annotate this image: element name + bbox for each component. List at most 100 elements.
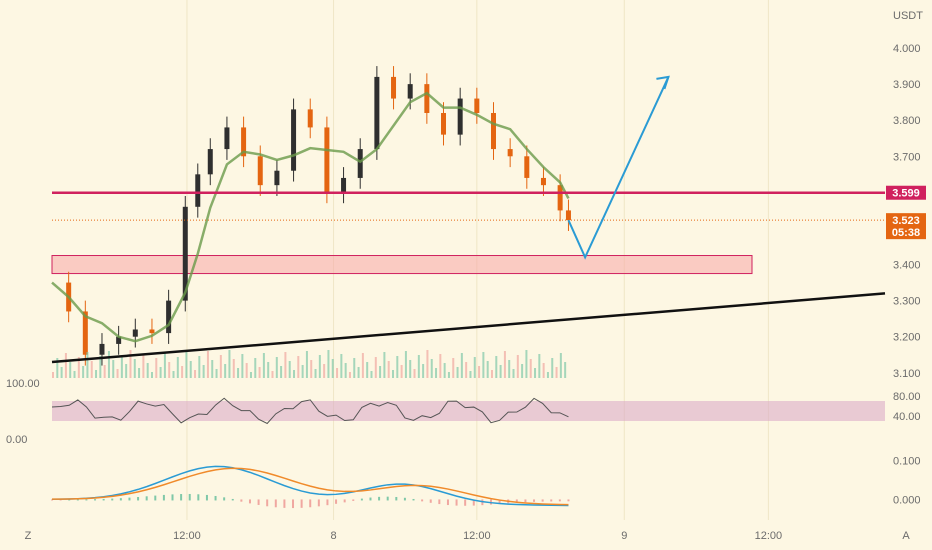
- volume-bar: [275, 357, 278, 378]
- volume-bar: [387, 361, 390, 378]
- time-tick-label: 12:00: [755, 530, 783, 542]
- volume-bar: [538, 354, 541, 378]
- volume-bar: [503, 351, 506, 378]
- volume-bar: [305, 351, 308, 378]
- macd-histogram-bar: [533, 499, 536, 502]
- volume-bar: [310, 360, 313, 378]
- volume-bar: [241, 354, 244, 378]
- volume-bar: [245, 363, 248, 378]
- candle-body: [457, 98, 463, 135]
- volume-bar: [370, 371, 373, 378]
- volume-bar: [142, 354, 145, 378]
- volume-bar: [430, 359, 433, 378]
- macd-histogram-bar: [524, 499, 527, 503]
- volume-bar: [555, 367, 558, 378]
- volume-bar: [69, 362, 72, 378]
- macd-histogram-bar: [266, 499, 269, 507]
- macd-histogram-bar: [102, 498, 105, 501]
- macd-histogram-bar: [558, 499, 561, 502]
- footer-left-icon[interactable]: Z: [25, 530, 32, 542]
- macd-histogram-bar: [309, 499, 312, 508]
- rsi-band: [52, 401, 885, 421]
- volume-bar: [301, 365, 304, 378]
- volume-bar: [206, 351, 209, 378]
- candle-body: [374, 76, 380, 150]
- volume-bar: [159, 367, 162, 378]
- macd-histogram-bar: [567, 499, 570, 502]
- volume-bar: [435, 368, 438, 378]
- volume-bar: [103, 365, 106, 378]
- candle-body: [524, 156, 530, 178]
- footer-right-icon[interactable]: A: [902, 530, 910, 542]
- macd-histogram-bar: [455, 499, 458, 506]
- macd-histogram-bar: [223, 497, 226, 501]
- candle-body: [182, 206, 188, 301]
- volume-bar: [267, 362, 270, 378]
- candle-body: [474, 98, 480, 113]
- price-tick-label: 3.300: [893, 296, 921, 308]
- candle-body: [324, 127, 330, 193]
- volume-bar: [392, 370, 395, 378]
- volume-bar: [176, 357, 179, 378]
- candle-body: [166, 300, 172, 334]
- macd-histogram-bar: [257, 499, 260, 505]
- macd-histogram-bar: [205, 494, 208, 501]
- volume-bar: [219, 355, 222, 378]
- volume-bar: [73, 371, 76, 378]
- volume-bar: [490, 370, 493, 378]
- price-tick-label: 3.800: [893, 115, 921, 127]
- candle-body: [424, 84, 430, 113]
- volume-bar: [379, 366, 382, 378]
- projection-arrow: [567, 76, 670, 260]
- volume-bar: [163, 353, 166, 378]
- candle-body: [132, 329, 138, 337]
- volume-bar: [56, 358, 59, 378]
- volume-bar: [331, 359, 334, 378]
- volume-bar: [499, 365, 502, 378]
- volume-bar: [529, 359, 532, 378]
- macd-histogram-bar: [111, 498, 114, 501]
- volume-bar: [452, 358, 455, 378]
- price-tick-label: 3.700: [893, 151, 921, 163]
- macd-histogram-bar: [498, 499, 501, 504]
- volume-bar: [546, 372, 549, 378]
- candle-body: [99, 343, 105, 355]
- candle-body: [207, 149, 213, 175]
- macd-histogram-bar: [403, 497, 406, 501]
- macd-histogram-bar: [76, 499, 79, 501]
- volume-bar: [409, 360, 412, 378]
- volume-bar: [202, 365, 205, 378]
- volume-bar: [60, 367, 63, 378]
- candle-body: [291, 109, 297, 171]
- volume-bar: [288, 361, 291, 378]
- time-tick-label: 12:00: [463, 530, 491, 542]
- volume-bar: [133, 359, 136, 378]
- candle-body: [149, 329, 155, 334]
- macd-histogram-bar: [378, 496, 381, 501]
- volume-bar: [90, 361, 93, 378]
- volume-bar: [185, 352, 188, 378]
- volume-bar: [478, 366, 481, 378]
- volume-bar: [64, 353, 67, 378]
- volume-bar: [138, 368, 141, 378]
- volume-bar: [486, 361, 489, 378]
- macd-histogram-bar: [472, 499, 475, 506]
- macd-histogram-bar: [541, 499, 544, 502]
- volume-bar: [460, 353, 463, 378]
- macd-histogram-bar: [335, 499, 338, 504]
- macd-histogram-bar: [421, 499, 424, 502]
- candle-body: [224, 127, 230, 150]
- volume-bar: [125, 364, 128, 378]
- macd-histogram-bar: [429, 499, 432, 503]
- price-tick-label: 4.000: [893, 43, 921, 55]
- candle-body: [307, 109, 313, 128]
- volume-bar: [404, 351, 407, 378]
- volume-bar: [146, 363, 149, 378]
- macd-tick-label: 0.100: [893, 456, 921, 468]
- volume-bar: [525, 350, 528, 378]
- volume-bar: [314, 369, 317, 378]
- moving-average-line: [51, 91, 570, 343]
- macd-histogram-bar: [352, 499, 355, 501]
- volume-bar: [417, 355, 420, 378]
- rsi-line: [51, 397, 569, 425]
